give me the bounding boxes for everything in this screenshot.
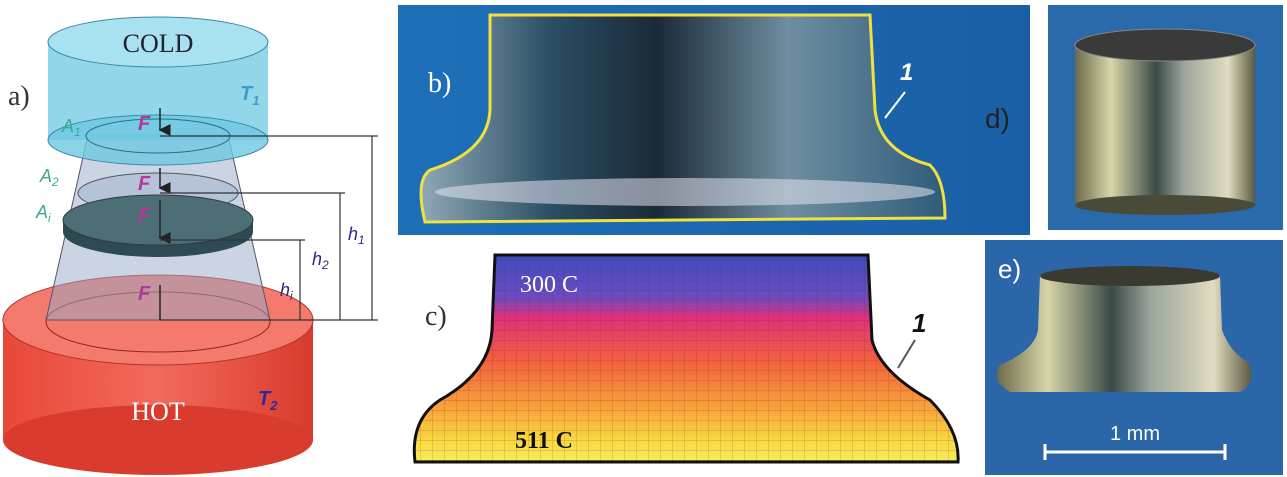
panel-e: e) 1 mm: [985, 240, 1283, 475]
label-part: 1: [252, 93, 259, 108]
panel-c: 300 C 511 C c) 1: [410, 255, 962, 465]
hot-label: HOT: [131, 397, 185, 426]
marker-label: 1: [900, 59, 913, 86]
page: {"panels": { "a": {"label": "a)", "top":…: [0, 0, 1287, 477]
label-part: h: [312, 249, 322, 269]
temp-top: 300 C: [520, 272, 578, 298]
temp-bottom: 511 C: [515, 428, 573, 454]
label-part: h: [348, 224, 358, 244]
specimen-highlight: [435, 178, 935, 206]
label-part: i: [48, 211, 51, 225]
panel-a: COLD HOT a) T1 T2 A1 A2 Ai F F F F h1 h2…: [3, 17, 378, 475]
force-label: F: [138, 205, 151, 227]
cold-label: COLD: [123, 29, 194, 58]
label-part: A: [39, 166, 52, 186]
marker-label: 1: [912, 308, 926, 338]
marker-arrow: [898, 340, 915, 368]
specimen-base: [1075, 195, 1255, 215]
label-part: i: [290, 289, 293, 303]
panel-label: e): [998, 254, 1021, 284]
panel-label: c): [425, 301, 447, 332]
label-part: 1: [74, 125, 81, 139]
label-part: A: [61, 116, 74, 136]
scale-label: 1 mm: [1110, 423, 1160, 445]
cold-bottom: [48, 115, 268, 165]
panel-label: b): [428, 68, 451, 99]
force-label: F: [138, 113, 151, 135]
height-label: hi: [280, 280, 293, 303]
height-label: h2: [312, 249, 329, 272]
panel-b: b) 1: [398, 5, 1030, 235]
height-label: h1: [348, 224, 365, 247]
specimen-body: [1075, 45, 1255, 205]
panel-label: d): [985, 103, 1010, 134]
force-label: F: [138, 283, 151, 305]
label-part: 1: [358, 233, 365, 247]
figure: COLD HOT a) T1 T2 A1 A2 Ai F F F F h1 h2…: [0, 0, 1287, 477]
force-label: F: [138, 173, 151, 195]
area-label: Ai: [35, 202, 51, 225]
label-part: A: [35, 202, 48, 222]
label-part: 2: [269, 398, 278, 413]
label-part: 2: [51, 175, 59, 189]
panel-label: a): [8, 81, 30, 112]
area-label: A2: [39, 166, 59, 189]
label-part: h: [280, 280, 290, 300]
specimen-top: [1040, 266, 1220, 286]
label-part: 2: [321, 258, 329, 272]
specimen-top: [1075, 29, 1255, 61]
plate-ai: [63, 195, 253, 245]
